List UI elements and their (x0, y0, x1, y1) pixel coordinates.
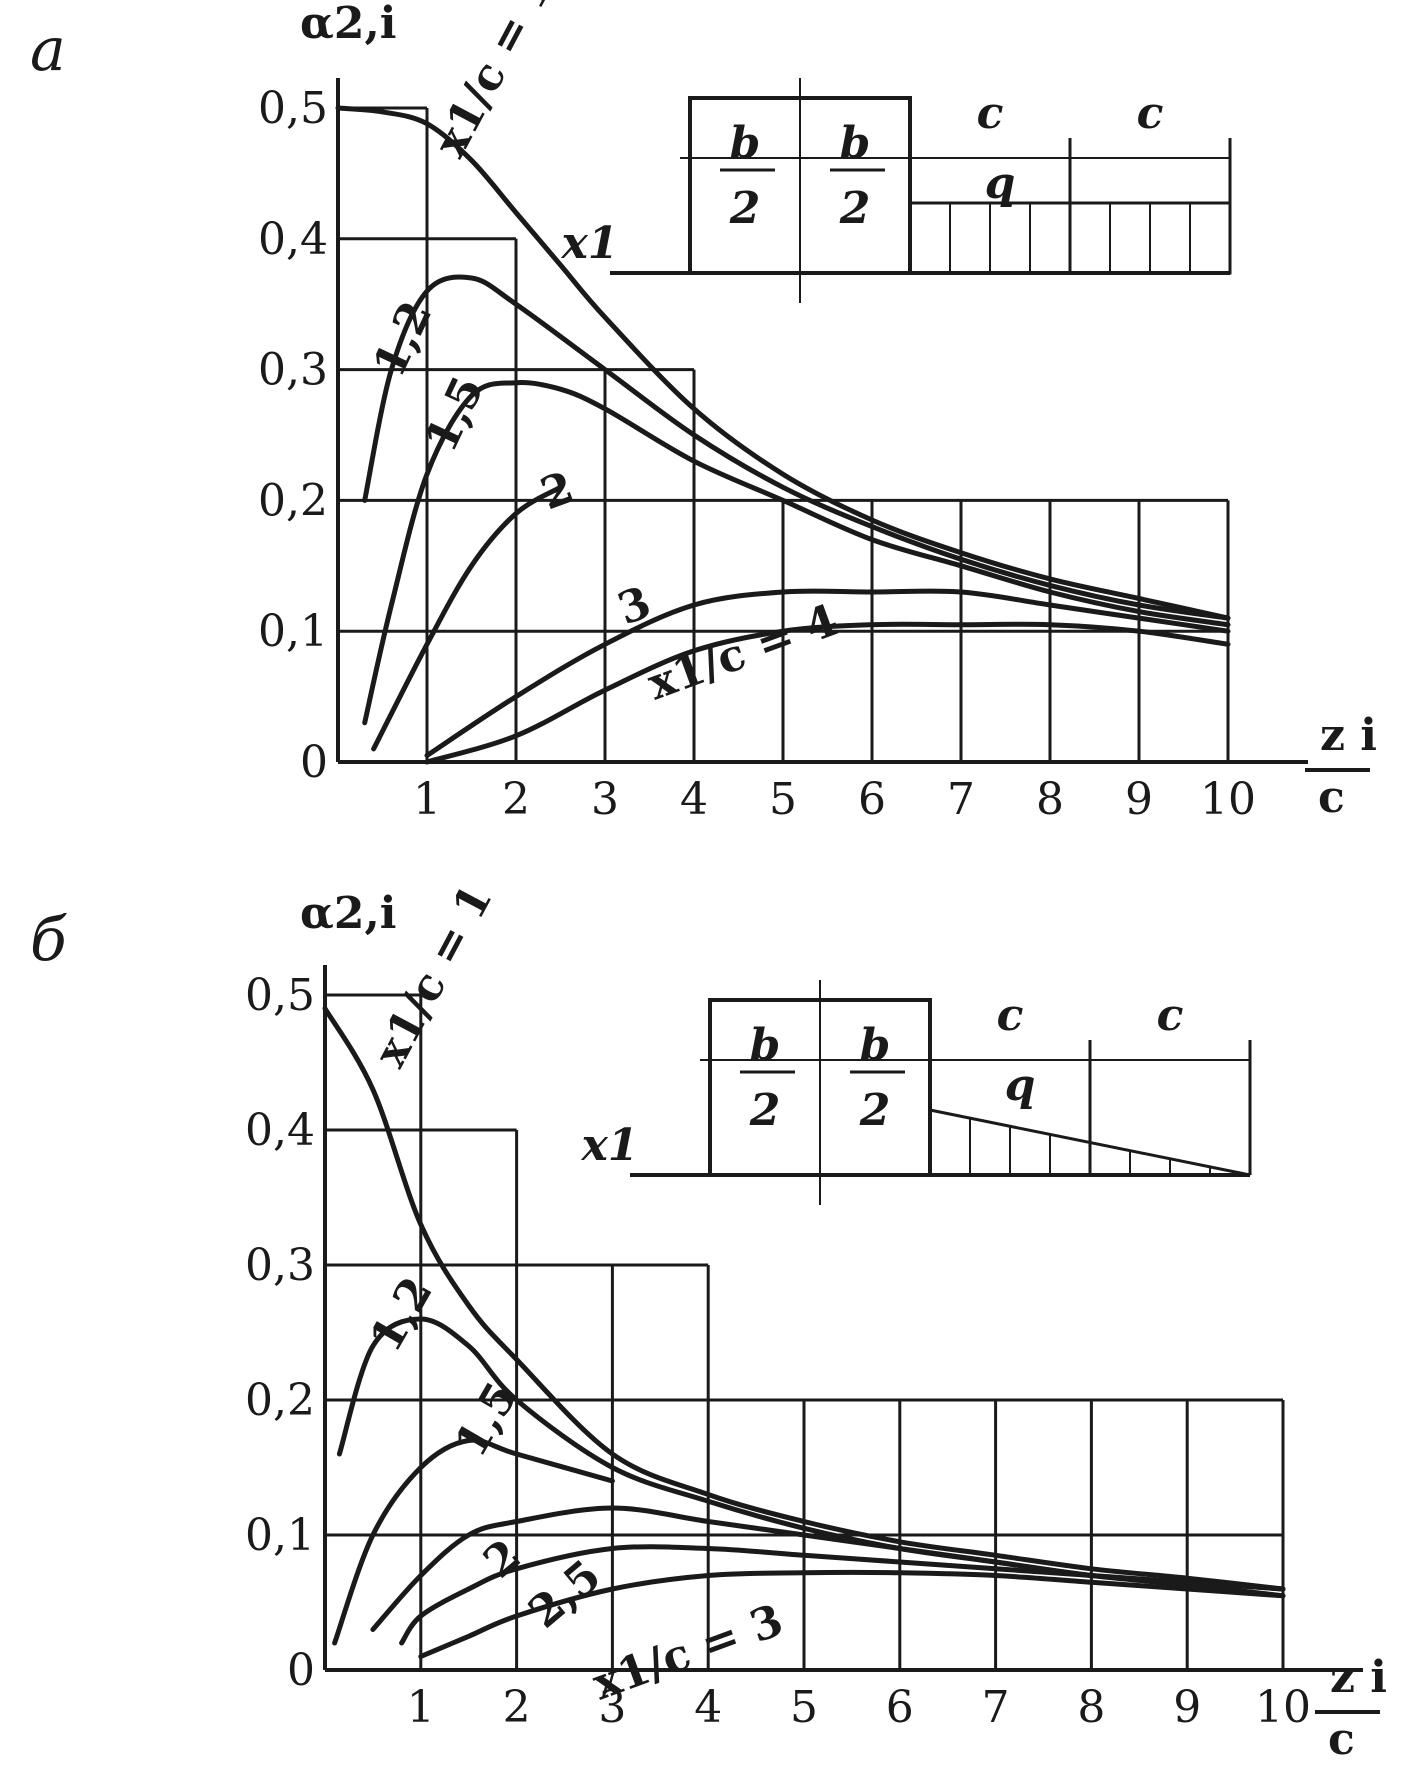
x-tick-label-a: 2 (502, 774, 530, 825)
x-tick-label-a: 3 (591, 774, 619, 825)
dim-x1-b: x1 (581, 1120, 639, 1171)
dim-b-left-b: b (750, 1020, 781, 1071)
ticks-b: 1 2 3 4 5 6 7 8 9 10 0 0,1 0,2 0,3 0,4 0,5 (245, 970, 1311, 1733)
x-tick-label-a: 9 (1125, 774, 1153, 825)
series-line-2-b (332, 1437, 615, 1646)
series-line-4-a (424, 588, 1231, 758)
x-tick-label-b: 6 (886, 1682, 914, 1733)
x-axis-title-den-b: c (1328, 1714, 1355, 1765)
curve-label-a: 3 (611, 577, 657, 635)
dim-c-1-b: c (997, 990, 1024, 1041)
y-tick-label-b: 0 (287, 1645, 315, 1696)
y-tick-label-b: 0,2 (245, 1375, 315, 1426)
x-tick-label-a: 7 (947, 774, 975, 825)
dim-b-right-b: b (860, 1020, 891, 1071)
grid-a (338, 106, 1230, 762)
dim-b-left-a: b (730, 118, 761, 169)
y-tick-label-a: 0,2 (258, 475, 328, 526)
series-line-0-b (322, 1006, 1286, 1592)
grid-b (325, 993, 1285, 1670)
x-axis-title-b: z i c (1315, 1652, 1387, 1765)
dim-q-a: q (985, 158, 1016, 209)
panel-b: б α2,i 1 2 3 4 5 6 7 8 9 10 0 0,1 0,2 0,3 0,4 0,5 x1/c … (30, 877, 1387, 1765)
series-line-5-b (418, 1569, 1286, 1659)
x-tick-label-a: 5 (769, 774, 797, 825)
dim-q-b: q (1005, 1060, 1036, 1111)
series-line-2-a (362, 379, 1231, 726)
y-axis-title-b: α2,i (300, 888, 397, 939)
x-axis-title-a: z i c (1305, 710, 1377, 823)
x-tick-label-b: 1 (407, 1682, 435, 1733)
y-tick-label-a: 0,5 (258, 83, 328, 134)
series-line-4-b (399, 1544, 1286, 1646)
x-tick-label-b: 4 (694, 1682, 722, 1733)
x-tick-label-a: 8 (1036, 774, 1064, 825)
series-line-0-a (335, 105, 1231, 621)
series-line-1-a (362, 274, 1231, 621)
y-tick-label-b: 0,4 (245, 1105, 315, 1156)
x-tick-label-a: 1 (413, 774, 441, 825)
x-axis-title-num-a: z i (1320, 710, 1377, 761)
x-tick-label-b: 3 (598, 1682, 626, 1733)
curves-b (322, 1006, 1286, 1659)
x-tick-label-b: 2 (503, 1682, 531, 1733)
panel-letter-b: б (30, 905, 67, 975)
x-tick-label-b: 9 (1173, 1682, 1201, 1733)
x-axis-title-num-b: z i (1330, 1652, 1387, 1703)
dim-2-right-b: 2 (859, 1085, 891, 1136)
dim-c-2-a: c (1137, 88, 1164, 139)
x-tick-label-b: 5 (790, 1682, 818, 1733)
axes-a (336, 78, 1308, 764)
dim-x1-a: x1 (561, 218, 619, 269)
dim-2-left-b: 2 (749, 1085, 781, 1136)
y-tick-label-a: 0 (300, 737, 328, 788)
x-tick-label-a: 6 (858, 774, 886, 825)
curve-label-a: 2 (534, 462, 580, 520)
dim-c-2-b: c (1157, 990, 1184, 1041)
y-axis-title-a: α2,i (300, 0, 397, 49)
x-axis-title-den-a: c (1318, 772, 1345, 823)
dim-2-right-a: 2 (839, 183, 871, 234)
y-tick-label-a: 0,1 (258, 606, 328, 657)
axes-b (323, 965, 1363, 1672)
curve-label-a: x1/c = 1 (425, 0, 563, 165)
curves-a (335, 105, 1231, 765)
panel-letter-a: а (30, 15, 66, 85)
x-tick-label-b: 10 (1255, 1682, 1311, 1733)
x-tick-label-b: 8 (1077, 1682, 1105, 1733)
x-tick-label-a: 10 (1200, 774, 1256, 825)
y-tick-label-b: 0,1 (245, 1510, 315, 1561)
y-tick-label-a: 0,3 (258, 345, 328, 396)
dim-b-right-a: b (840, 118, 871, 169)
dim-2-left-a: 2 (729, 183, 761, 234)
y-tick-label-a: 0,4 (258, 214, 328, 265)
series-line-3-a (371, 484, 563, 752)
x-tick-label-a: 4 (680, 774, 708, 825)
dim-c-1-a: c (977, 88, 1004, 139)
curve-label-b: x1/c = 3 (586, 1595, 789, 1711)
y-tick-label-b: 0,3 (245, 1240, 315, 1291)
series-line-5-a (424, 621, 1231, 765)
x-tick-label-b: 7 (982, 1682, 1010, 1733)
y-tick-label-b: 0,5 (245, 970, 315, 1021)
